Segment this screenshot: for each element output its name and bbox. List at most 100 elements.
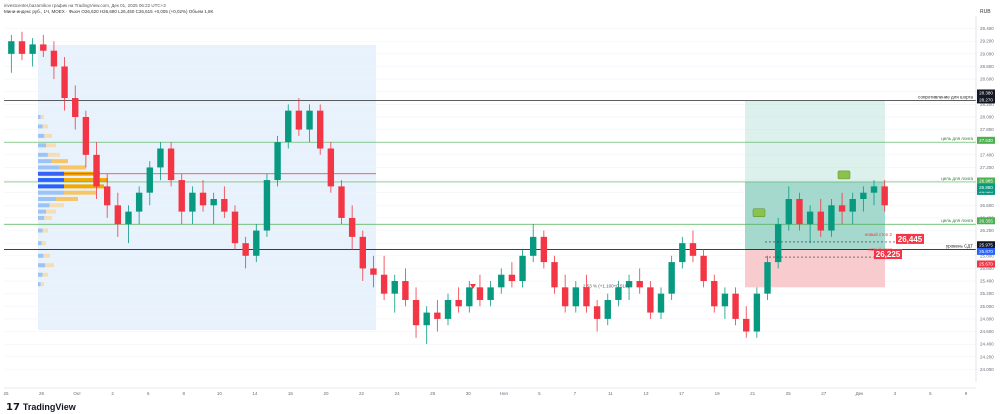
candle-body-53 [572, 287, 580, 307]
profile-bar-right-8 [64, 178, 108, 183]
chart-footer: 17 TradingView [0, 400, 1000, 414]
price-badge-8 [977, 260, 995, 268]
candle-body-33 [359, 236, 366, 269]
profile-bar-left-4 [38, 152, 48, 157]
profile-bar-left-8 [38, 178, 64, 183]
stop-value-0: 26,445 [898, 235, 923, 244]
profile-bar-left-17 [38, 253, 44, 258]
price-badge-6 [977, 241, 995, 249]
time-tick-1: 29 [39, 391, 45, 396]
candle-body-24 [263, 180, 271, 231]
candle-body-12 [135, 192, 143, 212]
price-tick-14: 26.600 [980, 203, 994, 208]
candle-body-16 [178, 180, 185, 212]
time-tick-2: Окт [73, 391, 81, 396]
price-tick-10: 27.400 [980, 152, 994, 157]
candle-series [8, 31, 888, 345]
profile-bar-left-13 [38, 209, 47, 214]
time-tick-25: 3 [894, 391, 897, 396]
time-tick-22: 25 [786, 391, 792, 396]
candle-body-81 [870, 186, 878, 193]
candle-body-15 [167, 148, 175, 181]
candle-body-1 [18, 41, 26, 54]
candle-body-39 [423, 312, 430, 326]
price-tick-19: 25.600 [980, 266, 994, 271]
profile-bar-left-16 [38, 241, 42, 246]
profile-bar-left-2 [38, 133, 45, 138]
profile-bar-right-14 [44, 215, 52, 220]
tradingview-brand: TradingView [22, 402, 76, 412]
time-tick-7: 14 [252, 391, 258, 396]
candle-body-44 [476, 287, 484, 300]
candle-body-2 [29, 44, 36, 54]
profile-bar-left-10 [38, 190, 64, 195]
tradingview-logo-icon: 17 [6, 401, 20, 413]
header-info: investcenter,bazarnikov график на Tradin… [4, 3, 166, 8]
candle-body-27 [295, 110, 303, 130]
time-tick-3: 2 [111, 391, 114, 396]
candle-body-76 [817, 211, 824, 231]
price-badge-text-5: 26.355 [979, 218, 993, 223]
time-tick-5: 8 [183, 391, 186, 396]
time-tick-0: 25 [3, 391, 9, 396]
time-tick-19: 17 [679, 391, 685, 396]
price-badge-2 [977, 136, 995, 144]
price-badge-text-3: 26.985 [979, 179, 993, 184]
candle-body-43 [466, 287, 473, 307]
candle-body-22 [242, 243, 249, 256]
candle-body-30 [327, 148, 335, 187]
candle-body-4 [50, 50, 58, 67]
last-price-badge [977, 183, 995, 192]
price-axis: 29.40029.20029.00028.80028.60028.40028.2… [975, 16, 995, 382]
candle-body-48 [519, 255, 526, 282]
price-badge-text-0: 28.380 [979, 91, 993, 96]
profile-bar-right-6 [59, 165, 86, 170]
price-tick-18: 25.800 [980, 253, 994, 258]
candle-body-9 [103, 186, 111, 206]
candle-body-51 [551, 262, 558, 288]
candle-body-54 [583, 287, 590, 307]
candle-body-55 [593, 306, 601, 319]
candle-body-20 [221, 199, 228, 212]
candle-body-21 [231, 211, 239, 244]
profile-bar-right-5 [51, 159, 68, 164]
profile-bar-left-9 [38, 184, 64, 189]
time-tick-27: 9 [965, 391, 968, 396]
profile-bar-right-13 [46, 209, 56, 214]
candle-body-13 [146, 167, 153, 193]
candle-body-79 [849, 199, 856, 212]
profile-bar-right-9 [64, 184, 104, 189]
volume-profile [38, 114, 376, 287]
stop-value-1: 26,225 [876, 250, 901, 259]
price-levels: сопротивление для шорта цель для лонга цел… [4, 95, 976, 250]
candle-body-71 [764, 262, 771, 294]
profile-bar-right-19 [42, 272, 48, 277]
tradingview-logo[interactable]: 17 TradingView [6, 402, 76, 413]
candle-body-49 [530, 236, 537, 256]
profile-bar-left-6 [38, 165, 60, 170]
candle-body-40 [434, 312, 441, 319]
candle-body-47 [508, 274, 516, 282]
profile-bar-left-18 [38, 263, 46, 268]
candle-body-32 [348, 217, 356, 237]
profile-bar-left-0 [38, 114, 41, 119]
time-tick-16: 7 [574, 391, 577, 396]
candle-body-38 [412, 299, 420, 326]
candle-body-26 [285, 110, 292, 143]
profile-bar-right-4 [47, 152, 60, 157]
price-tick-25: 24.400 [980, 342, 994, 347]
candle-body-34 [370, 268, 377, 275]
candle-body-50 [540, 236, 548, 263]
price-tick-3: 28.800 [980, 64, 994, 69]
profile-bar-right-0 [40, 114, 44, 119]
time-tick-23: 27 [821, 391, 827, 396]
candle-body-65 [700, 255, 707, 282]
time-tick-12: 28 [430, 391, 436, 396]
money-icon [837, 170, 851, 180]
time-tick-11: 24 [395, 391, 401, 396]
money-icon [752, 208, 766, 218]
profile-bar-right-11 [56, 197, 78, 201]
time-tick-14: Ноя [500, 391, 509, 396]
long-target-zone [745, 100, 885, 182]
